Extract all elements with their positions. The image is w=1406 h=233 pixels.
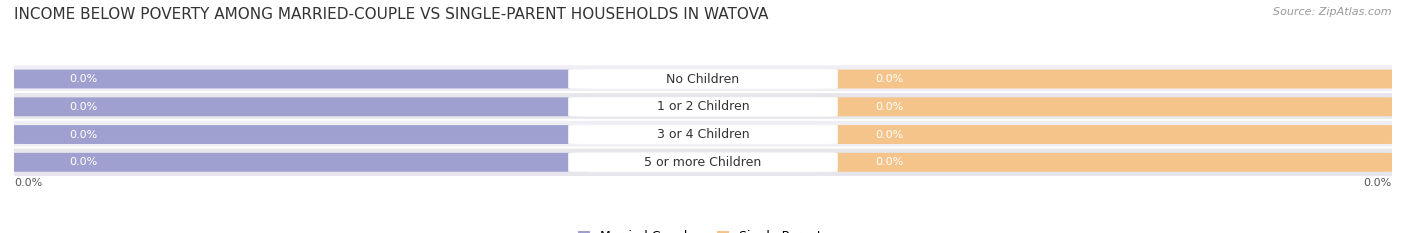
FancyBboxPatch shape [0, 92, 1406, 121]
Text: Source: ZipAtlas.com: Source: ZipAtlas.com [1274, 7, 1392, 17]
FancyBboxPatch shape [568, 125, 838, 144]
FancyBboxPatch shape [568, 153, 838, 172]
Text: 0.0%: 0.0% [69, 130, 97, 140]
Text: 5 or more Children: 5 or more Children [644, 156, 762, 169]
Text: 0.0%: 0.0% [1364, 178, 1392, 188]
FancyBboxPatch shape [11, 97, 589, 116]
Text: No Children: No Children [666, 72, 740, 86]
FancyBboxPatch shape [0, 147, 1406, 177]
Legend: Married Couples, Single Parents: Married Couples, Single Parents [578, 230, 828, 233]
Text: 0.0%: 0.0% [69, 74, 97, 84]
Text: INCOME BELOW POVERTY AMONG MARRIED-COUPLE VS SINGLE-PARENT HOUSEHOLDS IN WATOVA: INCOME BELOW POVERTY AMONG MARRIED-COUPL… [14, 7, 769, 22]
Text: 0.0%: 0.0% [69, 102, 97, 112]
FancyBboxPatch shape [817, 153, 1395, 172]
Text: 0.0%: 0.0% [14, 178, 42, 188]
Text: 0.0%: 0.0% [875, 102, 903, 112]
FancyBboxPatch shape [568, 70, 838, 89]
FancyBboxPatch shape [0, 64, 1406, 94]
FancyBboxPatch shape [11, 70, 589, 89]
FancyBboxPatch shape [817, 125, 1395, 144]
Text: 0.0%: 0.0% [69, 157, 97, 167]
FancyBboxPatch shape [568, 97, 838, 116]
FancyBboxPatch shape [11, 125, 589, 144]
Text: 0.0%: 0.0% [875, 74, 903, 84]
Text: 3 or 4 Children: 3 or 4 Children [657, 128, 749, 141]
FancyBboxPatch shape [817, 97, 1395, 116]
FancyBboxPatch shape [817, 70, 1395, 89]
Text: 0.0%: 0.0% [875, 157, 903, 167]
FancyBboxPatch shape [0, 120, 1406, 149]
FancyBboxPatch shape [11, 153, 589, 172]
Text: 0.0%: 0.0% [875, 130, 903, 140]
Text: 1 or 2 Children: 1 or 2 Children [657, 100, 749, 113]
